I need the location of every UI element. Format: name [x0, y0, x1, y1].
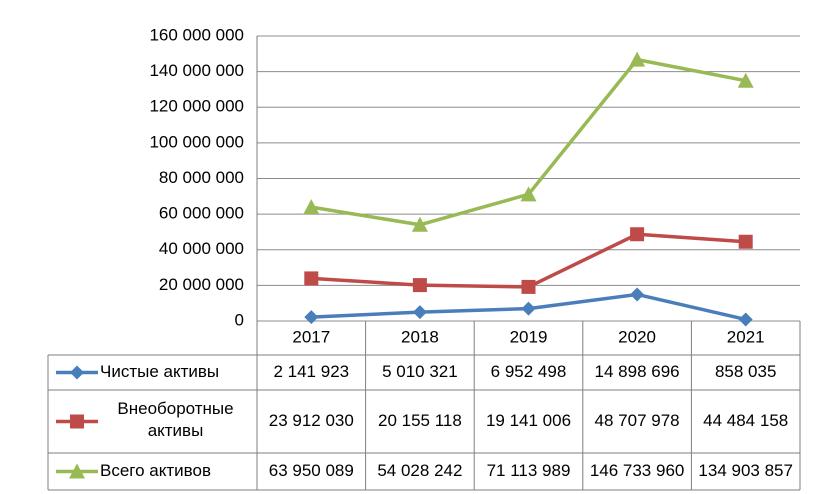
marker — [304, 271, 319, 286]
legend-label: Внеоборотные активы — [117, 399, 234, 440]
legend-marker — [69, 463, 85, 479]
y-tick-label: 100 000 000 — [149, 132, 244, 151]
table-value: 20 155 118 — [378, 411, 462, 430]
table-value: 134 903 857 — [698, 461, 793, 480]
x-tick-label: 2017 — [292, 327, 330, 346]
marker — [738, 234, 753, 249]
x-tick-label: 2020 — [618, 327, 656, 346]
table-value: 2 141 923 — [273, 362, 349, 381]
x-tick-label: 2021 — [727, 327, 765, 346]
table-value: 48 707 978 — [595, 411, 680, 430]
marker — [412, 278, 427, 293]
legend-marker — [70, 414, 84, 429]
table-value: 71 113 989 — [487, 461, 571, 480]
y-tick-label: 40 000 000 — [159, 239, 244, 258]
y-tick-label: 140 000 000 — [149, 61, 244, 80]
y-tick-label: 0 — [235, 310, 244, 329]
table-value: 14 898 696 — [595, 362, 680, 381]
legend-marker — [70, 365, 84, 380]
marker — [629, 51, 646, 67]
table-value: 858 035 — [715, 362, 776, 381]
table-value: 23 912 030 — [269, 411, 354, 430]
marker — [303, 199, 320, 215]
y-tick-label: 160 000 000 — [149, 25, 244, 44]
marker — [304, 310, 319, 325]
marker — [412, 305, 427, 320]
legend-label: Чистые активы — [100, 362, 219, 381]
marker — [630, 227, 645, 242]
table-value: 5 010 321 — [382, 362, 458, 381]
table-value: 146 733 960 — [590, 461, 685, 480]
table-value: 54 028 242 — [377, 461, 462, 480]
marker — [411, 216, 428, 232]
y-tick-label: 120 000 000 — [149, 97, 244, 116]
y-tick-label: 80 000 000 — [159, 168, 244, 187]
marker — [737, 72, 754, 88]
table-value: 44 484 158 — [703, 411, 788, 430]
x-tick-label: 2018 — [401, 327, 439, 346]
y-tick-label: 60 000 000 — [159, 204, 244, 223]
table-value: 19 141 006 — [486, 411, 571, 430]
legend-label-box: Внеоборотные активы — [117, 399, 234, 440]
x-tick-label: 2019 — [510, 327, 548, 346]
marker — [521, 301, 536, 316]
series-line — [311, 232, 746, 289]
marker — [738, 312, 753, 327]
marker — [520, 186, 537, 202]
marker — [630, 287, 645, 302]
marker — [521, 279, 536, 294]
table-value: 6 952 498 — [491, 362, 567, 381]
y-tick-label: 20 000 000 — [159, 275, 244, 294]
table-value: 63 950 089 — [269, 461, 354, 480]
legend-label: Всего активов — [100, 461, 211, 480]
